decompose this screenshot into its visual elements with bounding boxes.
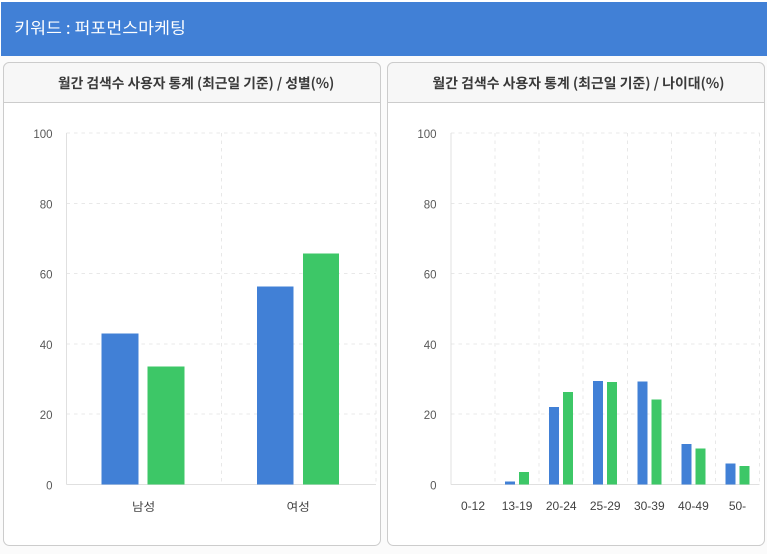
svg-text:50-: 50- bbox=[729, 499, 746, 513]
svg-text:25-29: 25-29 bbox=[590, 499, 621, 513]
svg-text:40: 40 bbox=[40, 340, 53, 352]
svg-text:80: 80 bbox=[40, 199, 53, 211]
svg-text:100: 100 bbox=[33, 129, 52, 141]
svg-text:0: 0 bbox=[430, 481, 436, 493]
svg-text:0-12: 0-12 bbox=[461, 499, 485, 513]
svg-text:30-39: 30-39 bbox=[634, 499, 665, 513]
svg-text:13-19: 13-19 bbox=[502, 499, 533, 513]
svg-text:20: 20 bbox=[424, 410, 437, 422]
svg-text:80: 80 bbox=[424, 199, 437, 211]
svg-text:60: 60 bbox=[424, 270, 437, 282]
svg-text:40: 40 bbox=[424, 340, 437, 352]
svg-text:60: 60 bbox=[40, 270, 53, 282]
svg-text:0: 0 bbox=[46, 481, 52, 493]
svg-text:40-49: 40-49 bbox=[678, 499, 709, 513]
svg-text:20: 20 bbox=[40, 410, 53, 422]
svg-text:20-24: 20-24 bbox=[546, 499, 577, 513]
svg-text:100: 100 bbox=[417, 129, 436, 141]
